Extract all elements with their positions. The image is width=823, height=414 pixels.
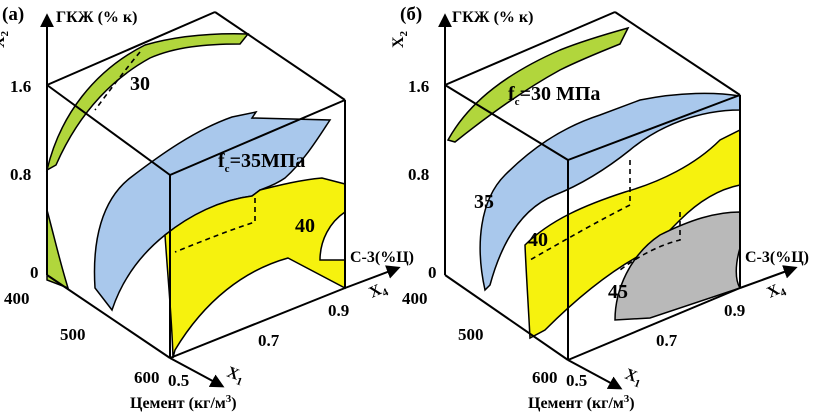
- x1-tick-400-b: 400: [402, 289, 428, 308]
- x4-axis-arrow-a: [344, 265, 401, 289]
- x1-tick-500-a: 500: [60, 325, 86, 344]
- x4-var-a: X4: [367, 279, 391, 305]
- x4-tick-0.9-a: 0.9: [328, 301, 349, 320]
- x1-var-b: X1: [622, 366, 645, 391]
- contour-label-30-a: 30: [130, 73, 150, 95]
- x4-tick-0.7-b: 0.7: [656, 331, 678, 350]
- x2-var-a: X2: [0, 30, 11, 48]
- x2-tick-0-b: 0: [428, 263, 437, 282]
- x1-axis-arrow-b: [567, 359, 623, 390]
- panel-b: (б) X2 ГКЖ (% к) 1.6 0.8 0 400 500 600 0…: [390, 4, 809, 412]
- x1-var-a: X1: [224, 364, 247, 389]
- x4-var-b: X4: [765, 279, 789, 305]
- surface-gray-contour-45: [614, 211, 742, 321]
- panel-label-a: (а): [2, 4, 24, 25]
- x2-name-a: ГКЖ (% к): [56, 9, 137, 26]
- contour-label-fc-a: fc=35МПа: [218, 150, 305, 175]
- contour-label-40-a: 40: [295, 215, 315, 237]
- box-edges-a: [46, 11, 346, 359]
- box-edges-b: [444, 11, 741, 361]
- surface-green-contour-30: [446, 26, 630, 143]
- contour-label-40-b: 40: [528, 229, 548, 251]
- x2-tick-1.6-a: 1.6: [10, 77, 31, 96]
- contour-label-fc-b: fc=30 МПа: [508, 83, 600, 108]
- dashed-line-40-b: [529, 160, 631, 261]
- x4-tick-0.5-a: 0.5: [168, 371, 189, 390]
- dashed-line-30-a: [94, 51, 141, 111]
- panel-label-b: (б): [400, 4, 422, 25]
- x4-name-b: С-3(%Ц): [745, 249, 809, 266]
- x2-tick-0-a: 0: [30, 263, 39, 282]
- x1-name-a: Цемент (кг/м3): [130, 393, 237, 412]
- dashed-line-45-b: [619, 212, 681, 271]
- x2-name-b: ГКЖ (% к): [452, 9, 533, 26]
- x1-tick-400-a: 400: [4, 289, 30, 308]
- x1-name-b: Цемент (кг/м3): [528, 393, 635, 412]
- panel-a: (а) X2 ГКЖ (% к) 1.6 0.8 0 400 500 600 0…: [0, 4, 414, 412]
- x4-tick-0.7-a: 0.7: [258, 331, 280, 350]
- x1-axis-arrow-a: [169, 357, 225, 388]
- x2-tick-0.8-a: 0.8: [10, 165, 31, 184]
- surface-yellow-contour-40: [524, 128, 741, 340]
- x1-tick-600-b: 600: [532, 368, 558, 387]
- x4-tick-0.5-b: 0.5: [566, 371, 587, 390]
- x2-tick-1.6-b: 1.6: [408, 77, 429, 96]
- x2-tick-0.8-b: 0.8: [408, 165, 429, 184]
- x2-var-b: X2: [390, 30, 410, 48]
- x4-axis-arrow-b: [739, 265, 798, 289]
- x4-name-a: С-3(%Ц): [350, 249, 414, 266]
- x1-tick-500-b: 500: [458, 325, 484, 344]
- x4-tick-0.9-b: 0.9: [724, 301, 745, 320]
- contour-label-35-b: 35: [474, 191, 494, 213]
- contour-label-45-b: 45: [608, 281, 628, 303]
- x1-tick-600-a: 600: [134, 368, 160, 387]
- surface-yellow-contour-40: [164, 177, 346, 359]
